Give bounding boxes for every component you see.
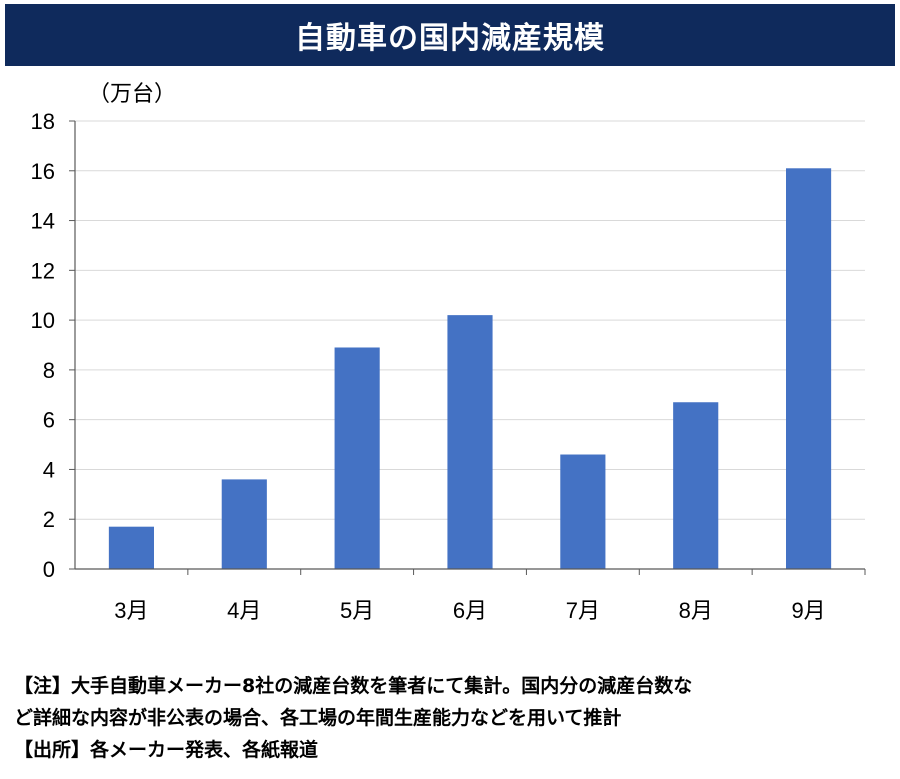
bar-6 [673,402,719,569]
chart-title: 自動車の国内減産規模 [295,21,605,56]
bars [108,168,832,569]
bar-4 [447,315,493,569]
bar-7 [786,168,832,569]
x-tick-label: 9月 [791,598,825,623]
x-tick-label: 7月 [566,598,600,623]
y-tick-label: 8 [43,358,55,383]
bar-2 [221,479,267,569]
y-tick-label: 0 [43,557,55,582]
note-line-2: ど詳細な内容が非公表の場合、各工場の年間生産能力などを用いて推計 [14,707,622,729]
chart-notes: 【注】大手自動車メーカー8社の減産台数を筆者にて集計。国内分の減産台数な ど詳細… [14,670,890,766]
y-tick-label: 4 [43,457,55,482]
y-tick-label: 16 [31,159,55,184]
y-tick-label: 6 [43,408,55,433]
y-tick-label: 10 [31,308,55,333]
bar-chart: 0 2 4 6 8 10 12 14 16 18 3月 4月 5月 6月 7月 8月 9月 [31,109,866,623]
x-tick-label: 6月 [453,598,487,623]
y-tick-label: 12 [31,258,55,283]
bar-5 [560,454,606,569]
note-line-1: 【注】大手自動車メーカー8社の減産台数を筆者にて集計。国内分の減産台数な [14,675,693,697]
x-tick-label: 8月 [679,598,713,623]
x-tick-label: 3月 [114,598,148,623]
y-axis-unit-label: （万台） [88,82,177,107]
source-line: 【出所】各メーカー発表、各紙報道 [14,739,319,761]
y-tick-label: 2 [43,507,55,532]
bar-3 [334,347,380,569]
x-tick-label: 5月 [340,598,374,623]
y-tick-label: 18 [31,109,55,134]
y-tick-label: 14 [31,209,55,234]
x-tick-label: 4月 [227,598,261,623]
axes [69,120,866,575]
bar-1 [108,526,154,569]
tick-labels: 0 2 4 6 8 10 12 14 16 18 3月 4月 5月 6月 7月 8月 9月 [31,109,826,623]
chart-title-bar: 自動車の国内減産規模 [5,4,895,66]
